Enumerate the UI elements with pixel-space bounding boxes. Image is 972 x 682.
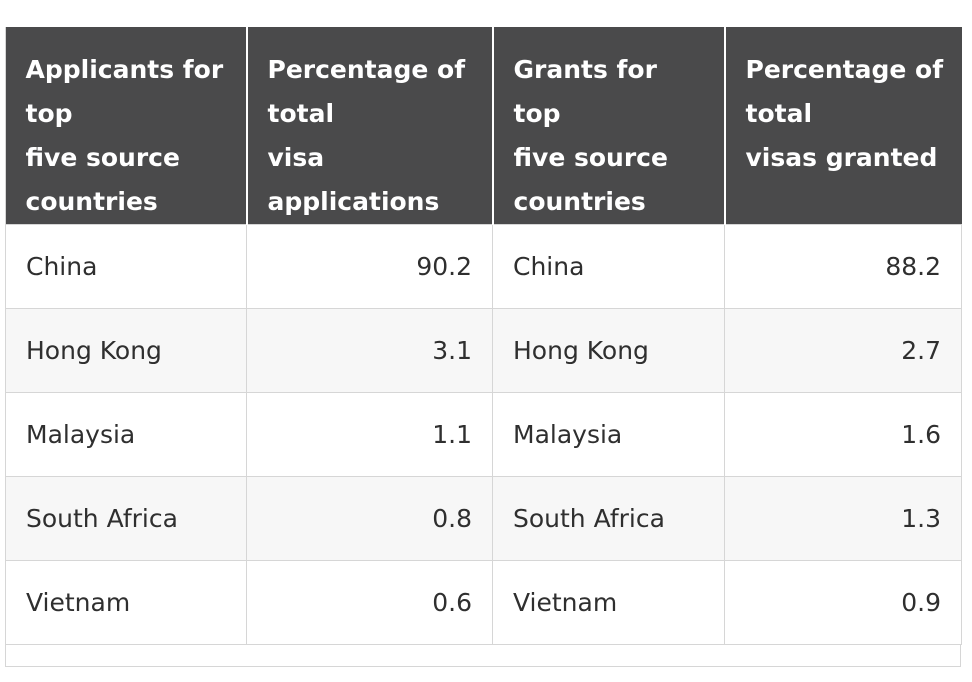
header-line: Applicants for	[25, 55, 224, 84]
applications-percentage-cell: 1.1	[246, 392, 493, 477]
granted-percentage-cell: 0.9	[724, 560, 962, 645]
applications-percentage-cell: 3.1	[246, 308, 493, 393]
grant-country-cell: Vietnam	[492, 560, 725, 645]
header-applications-percentage: Percentage of total visa applications	[246, 27, 494, 225]
granted-percentage-cell: 2.7	[724, 308, 962, 393]
applicant-country-cell: South Africa	[5, 476, 247, 561]
header-line: countries	[25, 187, 158, 216]
table-row: China 90.2 China 88.2	[5, 224, 962, 309]
visa-statistics-table: Applicants for top five source countries…	[5, 27, 962, 667]
applications-percentage-cell: 90.2	[246, 224, 493, 309]
header-line: applications	[267, 187, 440, 216]
header-line: five source	[513, 143, 668, 172]
applicant-country-cell: Vietnam	[5, 560, 247, 645]
applications-percentage-cell: 0.6	[246, 560, 493, 645]
granted-percentage-cell: 1.3	[724, 476, 962, 561]
table-body: China 90.2 China 88.2 Hong Kong 3.1 Hong…	[5, 224, 962, 645]
header-line: total	[267, 99, 335, 128]
table-header: Applicants for top five source countries…	[5, 27, 962, 225]
applicant-country-cell: Malaysia	[5, 392, 247, 477]
applicant-country-cell: China	[5, 224, 247, 309]
header-line: Percentage of	[745, 55, 944, 84]
header-line: visa	[267, 143, 325, 172]
applications-percentage-cell: 0.8	[246, 476, 493, 561]
header-line: five source	[25, 143, 180, 172]
header-line: top	[25, 99, 73, 128]
header-line: Grants for	[513, 55, 657, 84]
header-line: top	[513, 99, 561, 128]
table-row: Hong Kong 3.1 Hong Kong 2.7	[5, 308, 962, 393]
header-line: Percentage of	[267, 55, 466, 84]
header-line: countries	[513, 187, 646, 216]
header-line: visas granted	[745, 143, 938, 172]
header-granted-percentage: Percentage of total visas granted	[724, 27, 962, 225]
grant-country-cell: South Africa	[492, 476, 725, 561]
table-row: Vietnam 0.6 Vietnam 0.9	[5, 560, 962, 645]
granted-percentage-cell: 88.2	[724, 224, 962, 309]
data-table: Applicants for top five source countries…	[5, 27, 962, 645]
header-applicants-countries: Applicants for top five source countries	[5, 27, 248, 225]
table-row: South Africa 0.8 South Africa 1.3	[5, 476, 962, 561]
header-line: total	[745, 99, 813, 128]
header-row: Applicants for top five source countries…	[5, 27, 962, 225]
header-grants-countries: Grants for top five source countries	[492, 27, 726, 225]
table-row: Malaysia 1.1 Malaysia 1.6	[5, 392, 962, 477]
grant-country-cell: China	[492, 224, 725, 309]
grant-country-cell: Hong Kong	[492, 308, 725, 393]
granted-percentage-cell: 1.6	[724, 392, 962, 477]
grant-country-cell: Malaysia	[492, 392, 725, 477]
applicant-country-cell: Hong Kong	[5, 308, 247, 393]
